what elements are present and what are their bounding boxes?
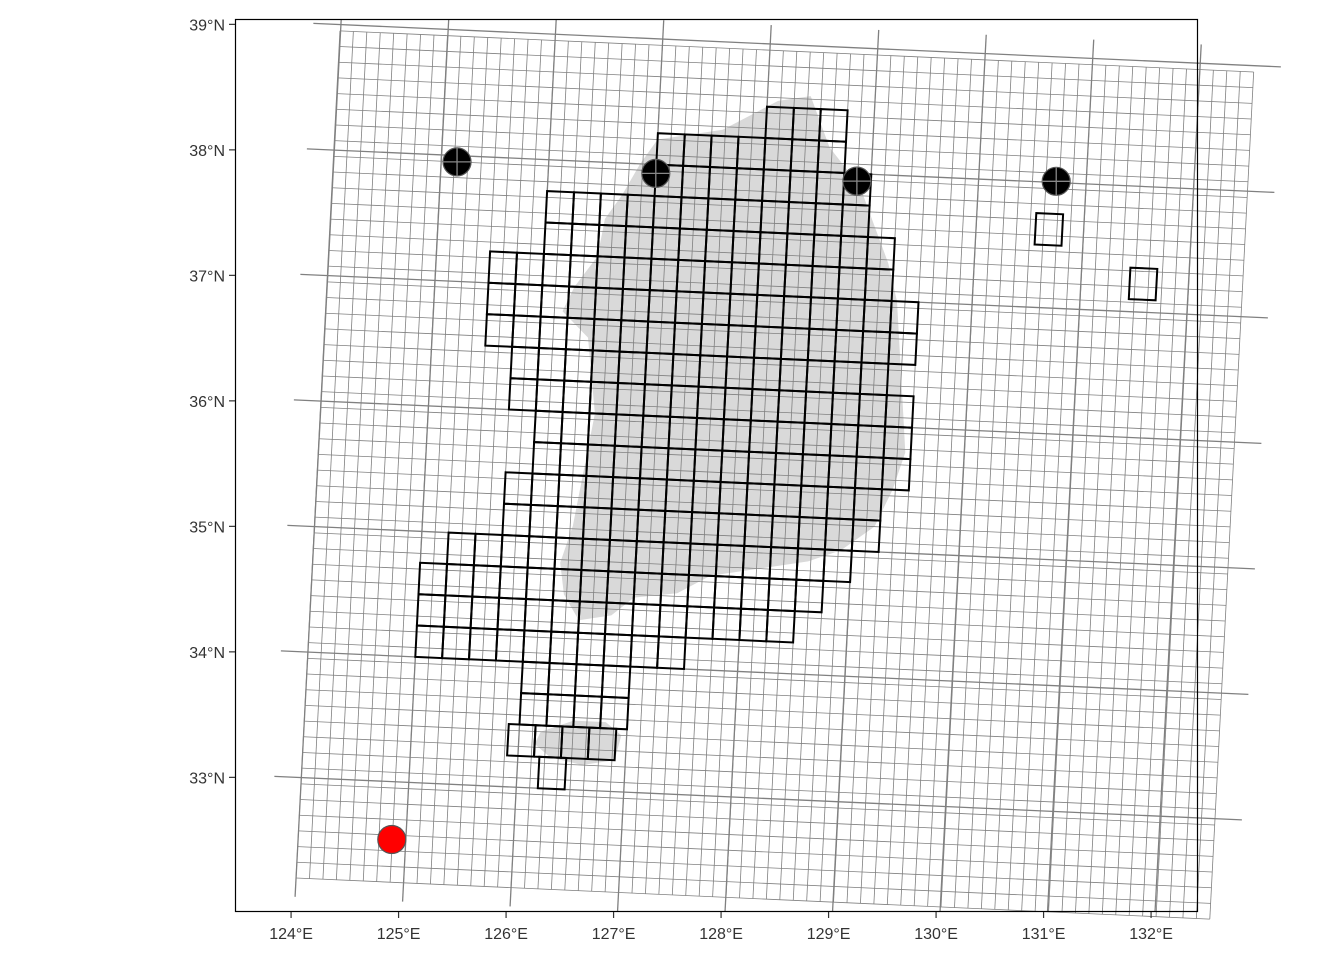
highlighted-cell (880, 456, 912, 492)
graticule-parallel (274, 775, 1242, 821)
panel-border (234, 18, 1199, 913)
highlighted-cell (599, 695, 630, 731)
grid-line (301, 767, 1216, 810)
points-layer (377, 147, 1071, 855)
highlighted-cell (1127, 266, 1159, 302)
x-axis: 124°E 125°E 126°E 127°E 128°E 129°E 130°E 131°E… (269, 912, 1173, 943)
y-axis: 39°N 38°N 37°N 36°N 35°N 34°N 33°N (189, 17, 235, 787)
highlighted-cell (536, 755, 568, 791)
grid-line (306, 673, 1221, 716)
x-tick-label: 132°E (1129, 926, 1173, 943)
x-tick-label: 124°E (269, 926, 313, 943)
grid-line (296, 877, 1210, 920)
grid-line (304, 720, 1218, 763)
grid-line (305, 689, 1220, 732)
grid-line (297, 846, 1212, 889)
red-point-marker (377, 824, 407, 855)
highlighted-cell (1033, 212, 1065, 247)
grid-line (300, 799, 1214, 842)
grid-line (298, 830, 1213, 873)
x-tick-label: 130°E (914, 926, 958, 943)
graticule-meridian (939, 34, 987, 912)
highlighted-cell (793, 578, 825, 614)
highlighted-cell (887, 331, 918, 366)
x-tick-label: 125°E (377, 926, 421, 943)
x-tick-label: 131°E (1022, 926, 1066, 943)
grid-line (300, 783, 1215, 826)
highlighted-cell (586, 726, 618, 762)
y-tick-label: 35°N (189, 519, 225, 536)
grid-line (299, 814, 1214, 857)
y-tick-label: 38°N (189, 143, 225, 160)
x-tick-label: 126°E (484, 926, 528, 943)
y-tick-label: 34°N (189, 645, 225, 662)
graticule-meridian (401, 18, 450, 902)
y-tick-label: 36°N (189, 394, 225, 411)
grid-line (309, 626, 1223, 669)
grid-line (302, 752, 1217, 794)
grid-line (303, 736, 1218, 779)
highlighted-cell (656, 635, 687, 671)
graticule-parallel (313, 22, 1281, 68)
grid-line (308, 642, 1223, 685)
graticule-meridian (1046, 39, 1095, 912)
grid-line (307, 657, 1222, 700)
grid-line (304, 705, 1219, 747)
grid-line (296, 861, 1211, 904)
highlighted-cell (850, 518, 882, 554)
grid-line (337, 77, 1252, 120)
highlighted-cell (822, 548, 853, 584)
y-tick-label: 33°N (189, 770, 225, 787)
x-tick-label: 129°E (807, 926, 851, 943)
y-tick-label: 39°N (189, 17, 225, 34)
grid-line (338, 61, 1253, 104)
graticule-meridian (294, 18, 342, 897)
y-tick-label: 37°N (189, 268, 225, 285)
highlighted-cell (765, 608, 796, 644)
x-tick-label: 128°E (699, 926, 743, 943)
highlighted-cells-layer (414, 105, 1159, 791)
grid-line (339, 30, 1254, 73)
x-tick-label: 127°E (592, 926, 636, 943)
grid-line (339, 46, 1253, 89)
